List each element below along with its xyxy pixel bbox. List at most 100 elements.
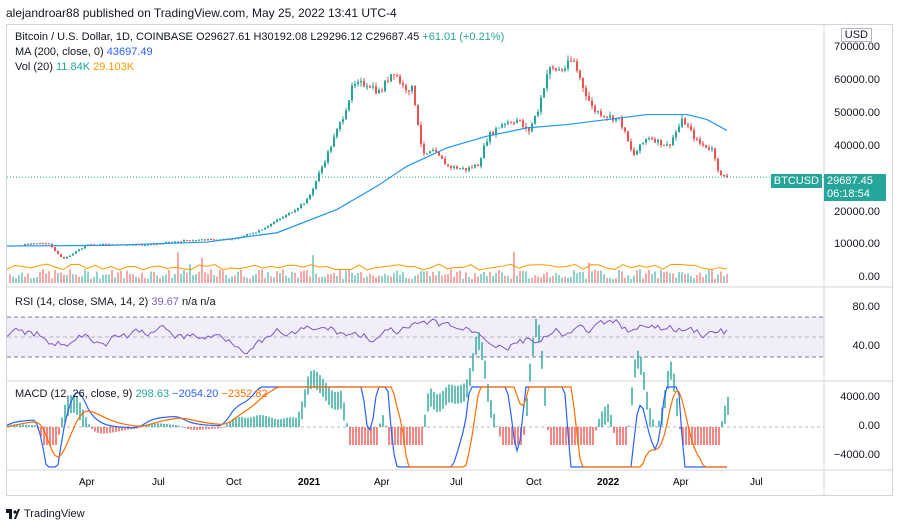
macd-histogram-bar (463, 383, 465, 402)
candle-body (606, 116, 608, 118)
candle-body (597, 111, 599, 113)
candle-body (672, 137, 674, 146)
vol-value-2: 29.103K (93, 61, 135, 73)
macd-histogram-bar (625, 427, 627, 445)
macd-histogram-bar (436, 394, 438, 413)
macd-histogram-bar (718, 427, 720, 445)
macd-histogram-bar (589, 427, 591, 445)
volume-bar (21, 272, 23, 283)
volume-bar (93, 276, 95, 283)
macd-histogram-bar (103, 427, 105, 434)
volume-bar (459, 270, 461, 283)
candle-body (345, 110, 347, 120)
volume-bar (471, 278, 473, 283)
volume-bar (51, 278, 53, 283)
volume-bar (537, 276, 539, 283)
volume-bar (516, 275, 518, 283)
volume-bar (12, 276, 14, 283)
macd-histogram-bar (613, 427, 615, 434)
macd-histogram-bar (727, 396, 729, 415)
chart-container[interactable]: Bitcoin / U.S. Dollar, 1D, COINBASE O296… (6, 24, 893, 496)
currency-button[interactable]: USD (840, 28, 872, 42)
volume-bar (171, 277, 173, 283)
candle-body (702, 143, 704, 145)
volume-bar (669, 273, 671, 283)
volume-bar (342, 278, 344, 283)
candle-body (354, 83, 356, 86)
rsi-line (7, 318, 728, 355)
macd-histogram-bar (250, 417, 252, 427)
volume-bar (201, 257, 203, 283)
candle-body (321, 166, 323, 173)
candle-body (195, 240, 197, 242)
volume-bar (438, 271, 440, 283)
candle-body (654, 139, 656, 143)
ma-200-line (7, 113, 728, 247)
volume-bar (129, 274, 131, 283)
candle-body (57, 250, 59, 255)
rsi-legend: RSI (14, close, SMA, 14, 2) 39.67 n/a n/… (15, 296, 216, 308)
macd-histogram-bar (232, 418, 234, 427)
macd-histogram-bar (418, 427, 420, 445)
volume-bar (123, 278, 125, 283)
macd-histogram-bar (295, 417, 297, 427)
footer-brand[interactable]: TradingView (6, 508, 85, 520)
macd-histogram-bar (277, 419, 279, 427)
candle-body (27, 244, 29, 246)
candle-body (492, 131, 494, 135)
volume-bar (696, 274, 698, 283)
volume-bar (723, 276, 725, 283)
chart-canvas[interactable] (7, 25, 893, 496)
macd-histogram-bar (310, 370, 312, 389)
macd-histogram-bar (376, 427, 378, 445)
macd-histogram-bar (709, 427, 711, 445)
candle-body (669, 144, 671, 146)
macd-histogram-bar (487, 383, 489, 402)
volume-bar (297, 277, 299, 283)
volume-bar (726, 274, 728, 283)
macd-histogram-bar (523, 427, 525, 435)
tradingview-logo-icon (6, 509, 20, 519)
volume-bar (468, 277, 470, 283)
candle-body (495, 128, 497, 135)
volume-bar (465, 272, 467, 283)
volume-bar (120, 270, 122, 283)
macd-histogram-bar (16, 424, 18, 427)
footer-brand-label: TradingView (24, 508, 85, 520)
macd-histogram-bar (22, 424, 24, 427)
rsi-label: RSI (14, close, SMA, 14, 2) (15, 296, 149, 308)
candle-body (174, 241, 176, 243)
candle-body (45, 243, 47, 245)
macd-histogram-bar (466, 379, 468, 398)
price-axis-label: 60000.00 (834, 74, 880, 86)
candle-body (489, 131, 491, 142)
macd-histogram-bar (190, 427, 192, 430)
candle-body (405, 85, 407, 91)
volume-bar (363, 277, 365, 283)
macd-histogram-bar (325, 382, 327, 401)
candle-body (657, 139, 659, 143)
candle-body (699, 139, 701, 144)
candle-body (558, 69, 560, 71)
volume-bar (240, 269, 242, 283)
volume-bar (528, 278, 530, 283)
candle-body (357, 81, 359, 84)
macd-histogram-bar (703, 427, 705, 445)
candle-body (306, 198, 308, 204)
candle-body (627, 131, 629, 142)
macd-histogram-bar (241, 417, 243, 427)
ma-value: 43697.49 (106, 46, 153, 58)
volume-bar (453, 276, 455, 283)
macd-histogram-bar (334, 391, 336, 410)
macd-histogram-bar (343, 402, 345, 421)
macd-histogram-bar (127, 427, 129, 430)
candle-body (453, 166, 455, 168)
macd-histogram-bar (313, 370, 315, 389)
macd-histogram-bar (118, 427, 120, 432)
candle-body (366, 86, 368, 88)
candle-body (207, 239, 209, 241)
macd-histogram-bar (211, 427, 213, 429)
macd-histogram-bar (175, 424, 177, 427)
candle-body (648, 137, 650, 139)
macd-histogram-bar (622, 427, 624, 445)
